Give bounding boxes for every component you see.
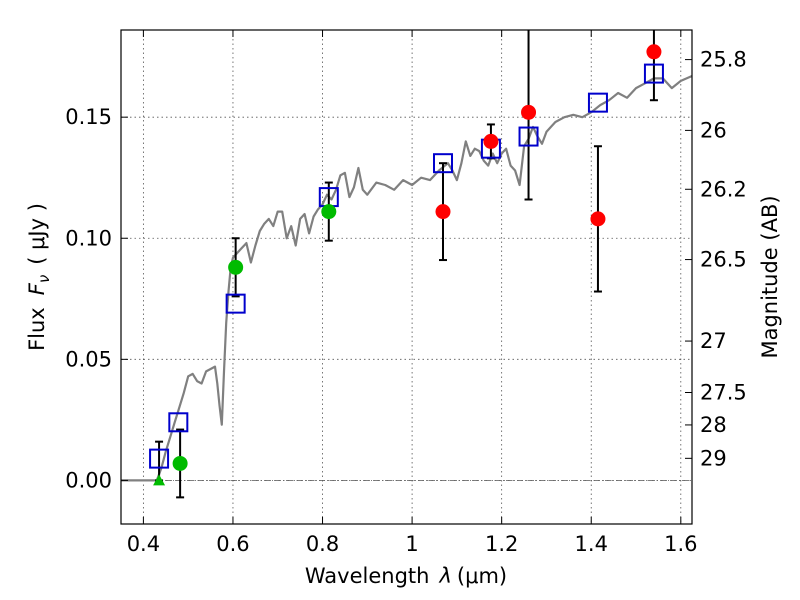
upper-limit-triangle	[153, 474, 166, 486]
y-axis-label-symbol: F	[25, 282, 49, 295]
y-axis-label-text: Flux	[25, 307, 49, 351]
plot-frame	[120, 29, 693, 525]
y-tick-label: 0.05	[65, 347, 112, 371]
x-axis-label-symbol: λ	[438, 564, 451, 588]
model-flux-square	[518, 126, 539, 147]
x-tick-label: 0.8	[306, 532, 339, 556]
x-tick-label: 1.2	[485, 532, 518, 556]
y2-axis-label: Magnitude (AB)	[758, 195, 782, 358]
x-tick-label: 1	[405, 532, 418, 556]
model-flux-square	[149, 448, 170, 469]
mag-tick-label: 29	[700, 446, 727, 470]
mag-tick-label: 28	[700, 413, 727, 437]
x-tick-label: 0.6	[216, 532, 249, 556]
y-axis-label: Flux Fν ( μJy )	[25, 203, 53, 351]
model-flux-square	[643, 63, 664, 84]
y-axis-label-subscript: ν	[35, 275, 53, 283]
model-flux-square	[587, 92, 608, 113]
model-flux-square	[168, 412, 189, 433]
y-tick-label: 0.10	[65, 226, 112, 250]
x-axis-label-unit: (μm)	[457, 564, 507, 588]
mag-tick-label: 26.2	[700, 177, 747, 201]
y-tick-label: 0.00	[65, 468, 112, 492]
red-data-point	[646, 44, 662, 60]
x-axis-label: Wavelength λ (μm)	[305, 564, 507, 588]
mag-tick-label: 27.5	[700, 380, 747, 404]
mag-tick-label: 26.5	[700, 248, 747, 272]
sed-model-line	[121, 74, 693, 482]
model-flux-square	[432, 153, 453, 174]
green-data-point	[172, 455, 188, 471]
mag-tick-label: 27	[700, 329, 727, 353]
red-data-point	[435, 204, 451, 220]
red-data-point	[521, 104, 537, 120]
model-flux-square	[225, 293, 246, 314]
red-data-point	[483, 133, 499, 149]
x-tick-label: 1.4	[575, 532, 608, 556]
x-tick-label: 1.6	[664, 532, 697, 556]
y-tick-label: 0.15	[65, 105, 112, 129]
red-data-point	[590, 211, 606, 227]
mag-tick-label: 26	[700, 118, 727, 142]
y-axis-label-unit: ( μJy )	[25, 203, 49, 265]
mag-tick-label: 25.8	[700, 48, 747, 72]
green-data-point	[228, 259, 244, 275]
x-axis-label-text: Wavelength	[305, 564, 430, 588]
x-tick-label: 0.4	[127, 532, 160, 556]
green-data-point	[321, 204, 337, 220]
ticks-layer: 0.4 0.6 0.8 1 1.2 1.4 1.6 0.00 0.05 0.10 0.15 25.8 2…	[65, 30, 747, 556]
data-layer	[121, 30, 693, 499]
